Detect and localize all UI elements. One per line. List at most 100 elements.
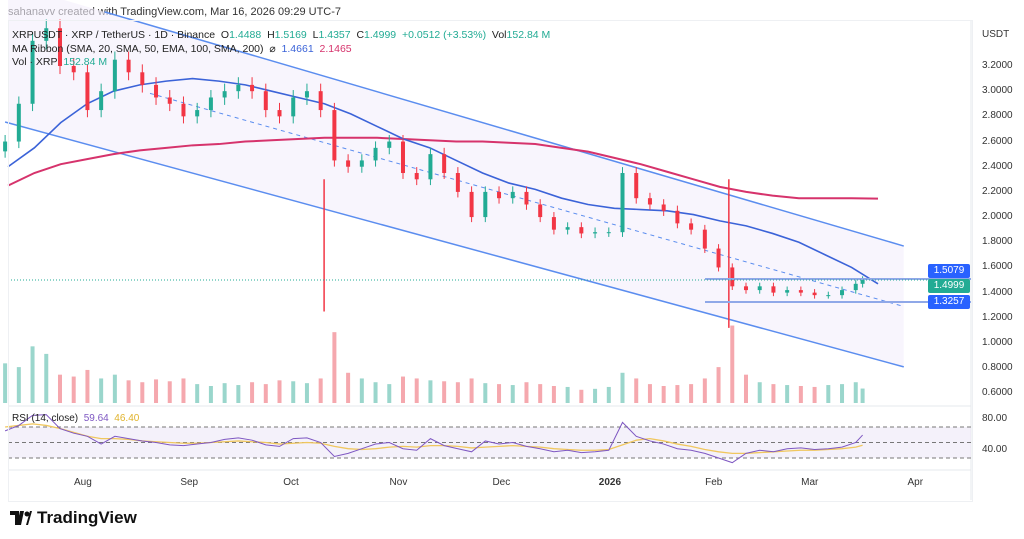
close-value: 1.4999 [364,29,397,41]
volume-bar [702,378,707,403]
volume-bar [551,386,556,403]
volume-bar [455,382,460,403]
candle-body [154,84,159,98]
price-tick: 2.4000 [982,160,1013,172]
volume-bar [689,384,694,403]
candle-body [730,267,735,287]
candle-body [606,232,611,234]
candle-body [346,160,351,167]
volume-bar [181,378,186,403]
candle-body [551,217,556,230]
volume-bar [16,367,21,403]
volume-bar [579,389,584,403]
volume-bar [798,386,803,403]
rsi-tick: 40.00 [982,444,1008,456]
volume-bar [332,332,337,403]
volume-bar [524,382,529,403]
candle-body [455,173,460,192]
ma-red-value: 2.1465 [319,43,352,55]
rsi-title[interactable]: RSI (14, close) [12,413,79,424]
volume-bar [840,384,845,403]
volume-bar [3,363,8,403]
symbol-legend: XRPUSDT · XRP / TetherUS · 1D · Binance … [12,29,550,41]
candle-body [181,103,186,117]
channel-lower-line [4,121,904,368]
open-label: O [220,29,230,41]
volume-bar [785,385,790,403]
candle-body [222,91,227,98]
volume-bar [771,384,776,403]
volume-bar [428,380,433,403]
low-label: L [312,29,319,41]
rsi-legend: RSI (14, close) 59.64 46.40 [12,413,139,424]
price-tick: 1.4000 [982,286,1013,298]
volume-bar [154,379,159,403]
volume-bar [757,382,762,403]
volume-legend-value: 152.84 M [63,56,108,68]
candle-body [661,204,666,211]
candle-body [208,97,213,111]
candle-body [716,248,721,268]
volume-bar [85,369,90,403]
candle-body [483,191,488,218]
volume-bar [414,378,419,403]
volume-bar [373,382,378,403]
price-tick: 1.6000 [982,261,1013,273]
volume-legend: Vol · XRP 152.84 M [12,56,107,68]
candle-body [112,59,117,92]
ma-symbol: ⌀ [269,43,276,55]
candle-body [30,40,35,104]
candle-body [250,84,255,92]
price-tick: 3.0000 [982,85,1013,97]
time-tick: 2026 [598,477,622,488]
candle-body [853,283,858,291]
candle-body [71,66,76,73]
volume-value: 152.84 M [506,29,551,41]
price-tick: 2.2000 [982,185,1013,197]
time-tick: Apr [907,477,924,488]
rsi-value: 59.64 [83,413,109,424]
candle-body [332,110,337,161]
price-label: 1.3257 [928,294,970,309]
candle-body [126,59,131,73]
volume-bar [647,384,652,403]
volume-bar [469,378,474,403]
high-label: H [267,29,275,41]
candle-body [860,280,865,284]
volume-bar [30,346,35,403]
candle-body [277,110,282,117]
symbol-title[interactable]: XRPUSDT · XRP / TetherUS · 1D · Binance [12,29,216,41]
candle-body [785,290,790,293]
candle-body [743,286,748,291]
volume-bar [304,383,309,403]
candle-body [318,91,323,111]
volume-bar [44,353,49,403]
ma-200-line [7,136,879,200]
volume-bar [620,372,625,403]
time-tick: Dec [492,477,511,488]
volume-bar [346,372,351,403]
ma-title[interactable]: MA Ribbon (SMA, 20, SMA, 50, EMA, 100, S… [12,43,264,55]
volume-bar [853,382,858,403]
time-tick: Nov [389,477,408,488]
volume-title[interactable]: Vol · XRP [12,56,58,68]
candle-body [497,191,502,199]
candle-body [442,154,447,174]
volume-bar [675,385,680,403]
candle-body [57,28,62,66]
candle-body [538,204,543,218]
high-value: 1.5169 [274,29,307,41]
candle-body [510,191,515,199]
volume-bar [442,381,447,403]
volume-label: Vol [491,29,507,41]
volume-bar [860,388,865,403]
candle-body [414,173,419,180]
volume-bar [661,386,666,403]
price-tick: 0.8000 [982,362,1013,374]
candle-body [99,91,104,111]
close-label: C [356,29,365,41]
volume-bar [359,378,364,403]
time-tick: Oct [283,477,299,488]
ma-legend: MA Ribbon (SMA, 20, SMA, 50, EMA, 100, S… [12,43,352,55]
